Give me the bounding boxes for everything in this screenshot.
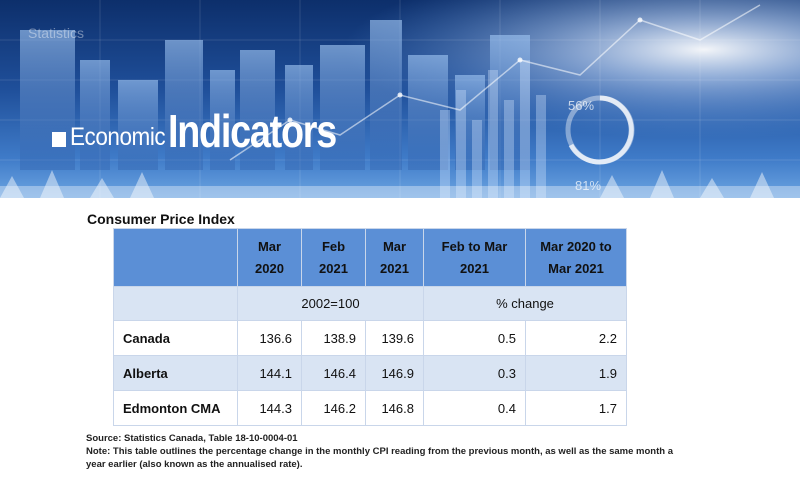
header-monthly-change: Feb to Mar 2021: [423, 228, 526, 287]
cell-value: 146.9: [365, 355, 424, 391]
table-title: Consumer Price Index: [87, 211, 235, 227]
source-note: Source: Statistics Canada, Table 18-10-0…: [86, 433, 298, 444]
header-feb-2021: Feb 2021: [301, 228, 366, 287]
city-skyline-graphic: Statistics 56% 81%: [0, 0, 800, 198]
table-row: Alberta 144.1 146.4 146.9 0.3 1.9: [113, 355, 627, 391]
header-banner: Statistics 56% 81% Economic Indicators: [0, 0, 800, 198]
units-change: % change: [423, 286, 627, 321]
header-blank: [113, 228, 238, 287]
statistics-watermark: Statistics: [28, 25, 84, 41]
cell-value: 146.2: [301, 390, 366, 426]
row-name: Alberta: [113, 355, 238, 391]
cell-value: 139.6: [365, 320, 424, 356]
row-name: Canada: [113, 320, 238, 356]
cell-value: 2.2: [525, 320, 627, 356]
header-annual-change: Mar 2020 to Mar 2021: [525, 228, 627, 287]
gauge-label-bottom: 81%: [575, 178, 601, 193]
cell-value: 0.4: [423, 390, 526, 426]
cell-value: 144.1: [237, 355, 302, 391]
cpi-table: Mar 2020 Feb 2021 Mar 2021 Feb to Mar 2021 M…: [113, 228, 627, 426]
cell-value: 0.3: [423, 355, 526, 391]
header-mar-2020: Mar 2020: [237, 228, 302, 287]
header-mar-2021: Mar 2021: [365, 228, 424, 287]
cell-value: 146.8: [365, 390, 424, 426]
table-row: Canada 136.6 138.9 139.6 0.5 2.2: [113, 320, 627, 356]
title-square-mark: [52, 132, 66, 147]
cell-value: 146.4: [301, 355, 366, 391]
cell-value: 1.7: [525, 390, 627, 426]
cell-value: 1.9: [525, 355, 627, 391]
cell-value: 136.6: [237, 320, 302, 356]
footnotes: Source: Statistics Canada, Table 18-10-0…: [86, 432, 686, 471]
row-name: Edmonton CMA: [113, 390, 238, 426]
units-row: 2002=100 % change: [113, 286, 627, 321]
title-indicators: Indicators: [167, 105, 337, 157]
units-blank: [113, 286, 238, 321]
gauge-label-top: 56%: [568, 98, 594, 113]
table-header-row: Mar 2020 Feb 2021 Mar 2021 Feb to Mar 2021 M…: [113, 228, 627, 287]
cell-value: 144.3: [237, 390, 302, 426]
table-row: Edmonton CMA 144.3 146.2 146.8 0.4 1.7: [113, 390, 627, 426]
banner-title: Economic Indicators: [52, 104, 373, 154]
cell-value: 0.5: [423, 320, 526, 356]
title-economic: Economic: [70, 123, 166, 151]
units-index: 2002=100: [237, 286, 424, 321]
cell-value: 138.9: [301, 320, 366, 356]
explanatory-note: Note: This table outlines the percentage…: [86, 446, 673, 470]
